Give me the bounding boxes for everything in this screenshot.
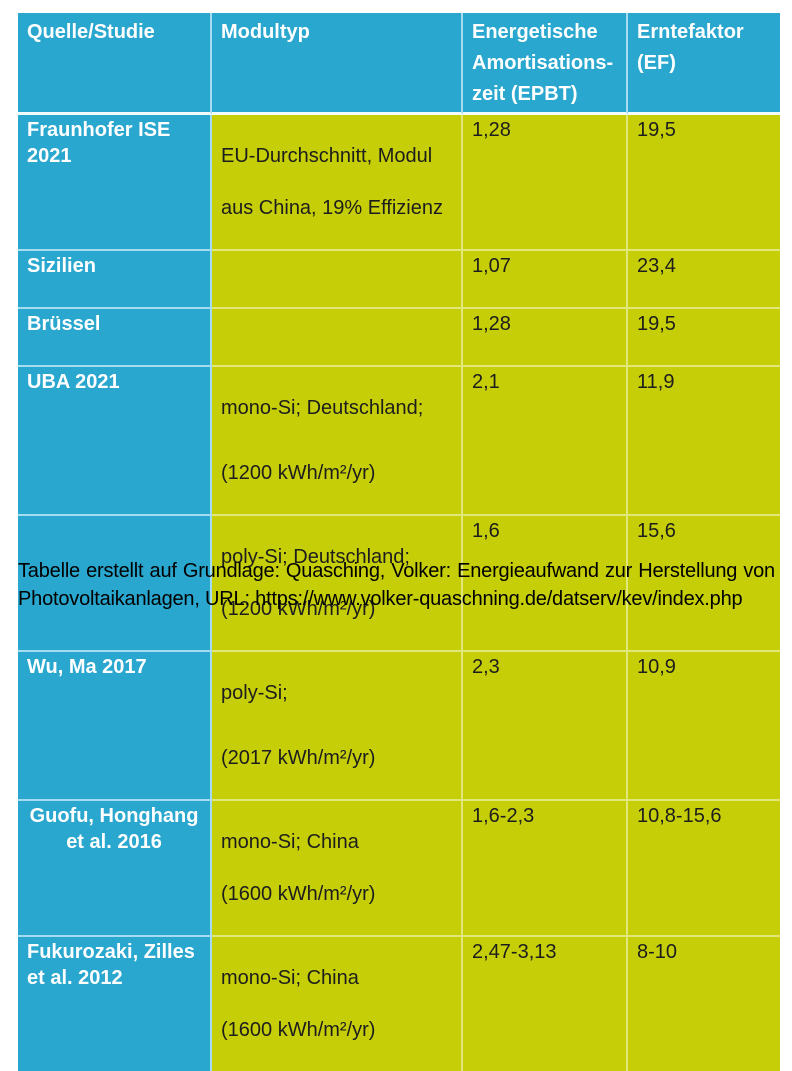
ef-cell: 11,9: [628, 367, 780, 516]
modultyp-line1: poly-Si;: [221, 682, 288, 704]
source-cell: Fukurozaki, Zilles et al. 2012: [18, 937, 212, 1071]
modultyp-cell: mono-Si; China (1600 kWh/m²/yr): [212, 937, 463, 1071]
modultyp-cell: mono-Si; China (1600 kWh/m²/yr): [212, 801, 463, 937]
source-citation-line1: Tabelle erstellt auf Grundlage: Quaschin…: [18, 560, 775, 582]
modultyp-line1: mono-Si; Deutschland;: [221, 397, 424, 419]
modultyp-cell: poly-Si; (2017 kWh/m²/yr): [212, 652, 463, 801]
epbt-cell: 1,6-2,3: [463, 801, 628, 937]
table-header-row: Quelle/Studie Modultyp Energetische Amor…: [18, 13, 780, 115]
header-cell-quelle-studie: Quelle/Studie: [18, 13, 212, 115]
modultyp-line2: aus China, 19% Effizienz: [221, 197, 443, 219]
modultyp-cell: [212, 309, 463, 367]
ef-cell: 19,5: [628, 309, 780, 367]
epbt-cell: 1,28: [463, 309, 628, 367]
pv-epbt-table: Quelle/Studie Modultyp Energetische Amor…: [18, 13, 780, 1071]
table-row: Sizilien 1,07 23,4: [18, 251, 780, 309]
table-row: Wu, Ma 2017 poly-Si; (2017 kWh/m²/yr) 2,…: [18, 652, 780, 801]
ef-cell: 8-10: [628, 937, 780, 1071]
modultyp-line1: poly-Si; Deutschland;: [221, 546, 410, 568]
source-cell: UBA 2021: [18, 367, 212, 516]
modultyp-line1: mono-Si; China: [221, 831, 359, 853]
epbt-cell: 2,1: [463, 367, 628, 516]
table-row: Guofu, Honghang et al. 2016 mono-Si; Chi…: [18, 801, 780, 937]
source-citation-line2: Photovoltaikanlagen, URL: https://www.vo…: [18, 588, 743, 610]
source-cell: Wu, Ma 2017: [18, 652, 212, 801]
modultyp-cell: [212, 251, 463, 309]
modultyp-cell: mono-Si; Deutschland; (1200 kWh/m²/yr): [212, 367, 463, 516]
source-citation: Tabelle erstellt auf Grundlage: Quaschin…: [18, 557, 775, 613]
ef-cell: 10,8-15,6: [628, 801, 780, 937]
modultyp-line2: (1600 kWh/m²/yr): [221, 883, 376, 905]
ef-cell: 19,5: [628, 115, 780, 251]
epbt-cell: 1,07: [463, 251, 628, 309]
header-cell-epbt: Energetische Amortisations- zeit (EPBT): [463, 13, 628, 115]
modultyp-line2: (2017 kWh/m²/yr): [221, 747, 376, 769]
ef-cell: 23,4: [628, 251, 780, 309]
table-row: Brüssel 1,28 19,5: [18, 309, 780, 367]
epbt-cell: 1,28: [463, 115, 628, 251]
header-cell-modultyp: Modultyp: [212, 13, 463, 115]
epbt-cell: 2,47-3,13: [463, 937, 628, 1071]
table-row: UBA 2021 mono-Si; Deutschland; (1200 kWh…: [18, 367, 780, 516]
source-cell: Brüssel: [18, 309, 212, 367]
modultyp-cell: EU-Durchschnitt, Modul aus China, 19% Ef…: [212, 115, 463, 251]
modultyp-line2: (1200 kWh/m²/yr): [221, 462, 376, 484]
epbt-cell: 2,3: [463, 652, 628, 801]
modultyp-line2: (1600 kWh/m²/yr): [221, 1019, 376, 1041]
modultyp-line1: EU-Durchschnitt, Modul: [221, 145, 433, 167]
source-cell: Guofu, Honghang et al. 2016: [18, 801, 212, 937]
modultyp-line1: mono-Si; China: [221, 967, 359, 989]
source-cell: Sizilien: [18, 251, 212, 309]
source-cell: Fraunhofer ISE 2021: [18, 115, 212, 251]
table-row: Fukurozaki, Zilles et al. 2012 mono-Si; …: [18, 937, 780, 1071]
table-row: Fraunhofer ISE 2021 EU-Durchschnitt, Mod…: [18, 115, 780, 251]
ef-cell: 10,9: [628, 652, 780, 801]
header-cell-erntefaktor: Erntefaktor (EF): [628, 13, 780, 115]
